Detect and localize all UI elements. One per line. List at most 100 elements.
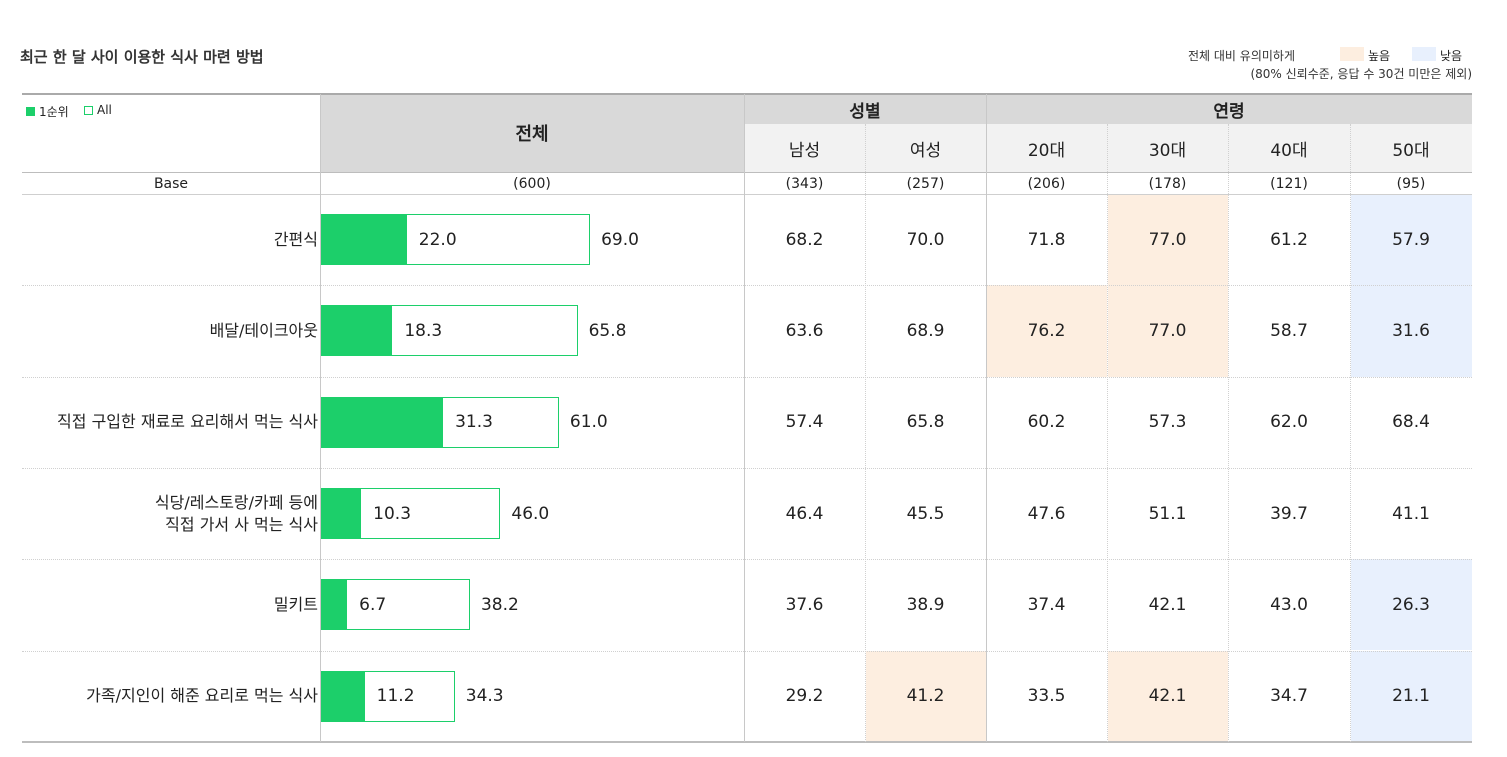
table-cell: 47.6 [1027, 503, 1066, 524]
table-cell: 57.9 [1392, 229, 1430, 250]
table-cell: 77.0 [1148, 229, 1187, 250]
base-count: (121) [1270, 175, 1308, 192]
table-cell: 57.3 [1148, 412, 1187, 433]
base-count: (178) [1148, 175, 1187, 192]
table-cell: 63.6 [785, 320, 824, 341]
base-count: (95) [1396, 175, 1426, 192]
table-cell: 68.2 [785, 229, 824, 250]
column-divider [320, 94, 321, 742]
table-cell: 68.4 [1392, 412, 1430, 433]
column-header: 여성 [909, 140, 942, 161]
bar-first-rank-label: 31.3 [455, 412, 493, 433]
bar-first-rank-label: 11.2 [376, 686, 415, 707]
table-cell: 33.5 [1027, 686, 1066, 707]
table-cell: 68.9 [906, 320, 945, 341]
table-cell: 26.3 [1392, 594, 1430, 615]
significance-low-cell [1351, 194, 1472, 286]
row-divider [22, 651, 1472, 652]
bar-all-label: 61.0 [569, 412, 608, 433]
bar-first-rank [321, 396, 444, 448]
table-cell: 37.4 [1027, 594, 1066, 615]
column-header: 남성 [788, 140, 821, 161]
table-cell: 29.2 [785, 686, 824, 707]
row-divider [22, 468, 1472, 469]
bar-first-rank [321, 214, 407, 266]
table-cell: 37.6 [785, 594, 824, 615]
low-legend-label: 낮음 [1440, 49, 1463, 63]
table-cell: 34.7 [1270, 686, 1308, 707]
significance-footnote: (80% 신뢰수준, 응답 수 30건 미만은 제외) [1250, 67, 1472, 81]
row-label-cell: 배달/테이크아웃 [22, 285, 318, 376]
row-divider [22, 377, 1472, 378]
all-legend-label: All [97, 103, 112, 117]
table-cell: 70.0 [906, 229, 945, 250]
column-header: 20대 [1027, 140, 1066, 161]
table-cell: 51.1 [1148, 503, 1187, 524]
bar-first-rank [321, 305, 393, 357]
table-cell: 31.6 [1392, 320, 1430, 341]
total-header-cell [320, 94, 744, 172]
age-header: 연령 [1213, 101, 1245, 122]
row-label-cell: 가족/지인이 해준 요리로 먹는 식사 [22, 651, 318, 742]
bar-first-rank-label: 10.3 [373, 503, 412, 524]
column-header: 50대 [1392, 140, 1430, 161]
table-cell: 38.9 [906, 594, 945, 615]
significance-low-cell [1351, 650, 1472, 742]
significance-high-cell [1108, 194, 1228, 286]
row-divider [22, 559, 1472, 560]
all-legend: All [84, 103, 112, 117]
table-cell: 42.1 [1148, 594, 1187, 615]
first-rank-legend: 1순위 [26, 103, 69, 120]
table-cell: 65.8 [906, 412, 945, 433]
table-cell: 77.0 [1148, 320, 1187, 341]
column-header: 40대 [1270, 140, 1308, 161]
base-count: (206) [1027, 175, 1066, 192]
first-rank-swatch [26, 107, 35, 116]
column-divider [744, 94, 745, 742]
first-rank-legend-label: 1순위 [39, 105, 69, 119]
table-cell: 41.2 [906, 686, 945, 707]
significance-low-cell [1351, 559, 1472, 651]
significance-low-cell [1351, 285, 1472, 377]
table-cell: 41.1 [1392, 503, 1430, 524]
group-header-band [744, 94, 1472, 124]
bar-all-label: 69.0 [601, 229, 639, 250]
column-divider-dotted [1228, 124, 1229, 742]
row-label-cell: 간편식 [22, 194, 318, 285]
gender-header: 성별 [849, 101, 881, 122]
table-top-border [22, 93, 1472, 95]
row-label: 간편식 [273, 229, 318, 249]
row-label: 직접 구입한 재료로 요리해서 먹는 식사 [57, 412, 318, 432]
bar-all-label: 38.2 [480, 594, 519, 615]
significance-high-cell [1108, 285, 1228, 377]
base-bottom-line [22, 194, 1472, 195]
base-count: (343) [785, 175, 824, 192]
row-label-cell: 밀키트 [22, 559, 318, 650]
table-cell: 57.4 [785, 412, 824, 433]
significance-legend-note: 전체 대비 유의미하게 [1188, 49, 1295, 63]
row-divider [22, 285, 1472, 286]
table-cell: 61.2 [1270, 229, 1308, 250]
high-legend-label: 높음 [1368, 49, 1391, 63]
table-cell: 76.2 [1027, 320, 1066, 341]
bar-first-rank-label: 22.0 [418, 229, 457, 250]
table-cell: 21.1 [1392, 686, 1430, 707]
base-count: (257) [906, 175, 945, 192]
row-label-cell: 직접 구입한 재료로 요리해서 먹는 식사 [22, 377, 318, 468]
row-label: 가족/지인이 해준 요리로 먹는 식사 [86, 686, 318, 706]
base-label: Base [153, 175, 189, 192]
bar-first-rank [321, 579, 348, 631]
high-swatch [1340, 47, 1364, 61]
chart-title: 최근 한 달 사이 이용한 식사 마련 방법 [20, 48, 264, 66]
significance-high-cell [987, 285, 1107, 377]
bar-all-label: 46.0 [511, 503, 550, 524]
table-cell: 39.7 [1270, 503, 1308, 524]
bar-first-rank [321, 670, 365, 722]
row-label: 식당/레스토랑/카페 등에 직접 가서 사 먹는 식사 [154, 492, 318, 534]
bar-first-rank-label: 6.7 [359, 594, 387, 615]
significance-high-cell [1108, 650, 1228, 742]
row-label: 배달/테이크아웃 [209, 320, 318, 340]
table-cell: 46.4 [785, 503, 824, 524]
bar-first-rank [321, 488, 362, 540]
row-label-cell: 식당/레스토랑/카페 등에 직접 가서 사 먹는 식사 [22, 468, 318, 559]
